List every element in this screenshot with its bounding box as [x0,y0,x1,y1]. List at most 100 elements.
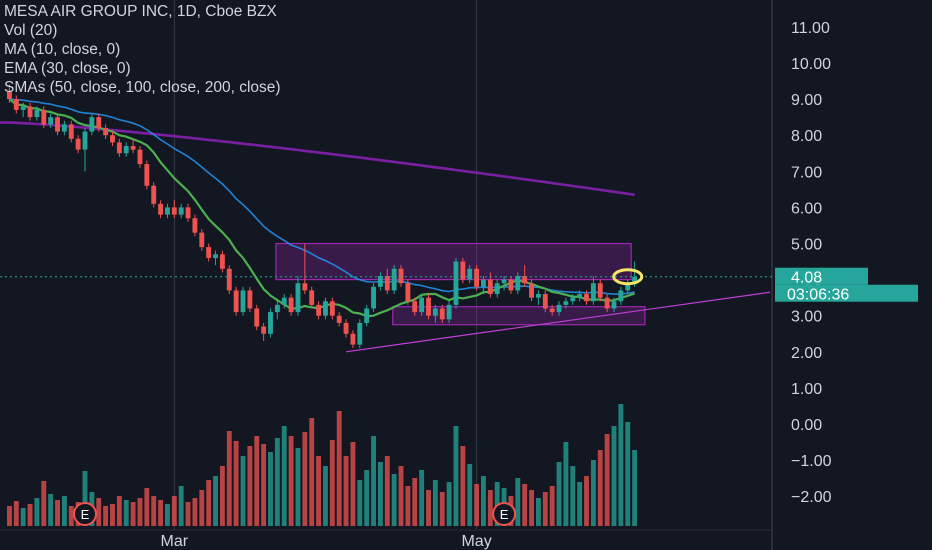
candle-body [206,247,212,258]
candle-body [350,333,356,345]
candle-body [590,283,596,302]
volume-bar [171,496,177,526]
countdown-label: 03:06:36 [787,287,849,304]
volume-bar [474,484,480,526]
candle-body [240,290,246,313]
candle-body [185,207,191,219]
time-axis[interactable]: Mar May [161,533,492,550]
candle-body [446,304,452,320]
volume-bar [226,431,232,526]
volume-bar [123,500,129,526]
candle-body [34,109,40,118]
ema-indicator-label[interactable]: EMA (30, close, 0) [4,60,131,77]
candle-body [343,322,349,334]
volume-bar [7,506,12,526]
volume-bar [343,456,349,526]
sma-indicator-label[interactable]: SMAs (50, close, 100, close, 200, close) [4,79,281,96]
candle-body [192,218,198,233]
candle-body [13,99,19,110]
volume-bar [206,480,212,526]
volume-bar [158,500,164,526]
volume-bar [535,498,541,526]
candle-body [432,308,438,316]
candle-body [75,138,81,150]
candle-body [515,275,521,291]
candle-body [302,283,308,291]
candle-body [597,283,603,298]
candle-body [570,297,576,302]
candle-body [357,322,363,345]
ma-indicator-label[interactable]: MA (10, close, 0) [4,41,121,58]
volume-bar [494,482,500,526]
volume-bar [460,446,466,526]
volume-bar [412,478,418,526]
volume-bar [55,500,60,526]
volume-bar [336,411,342,526]
price-axis-tick: −1.00 [791,453,832,470]
price-axis[interactable]: 11.0010.009.008.007.006.005.004.003.002.… [773,0,932,550]
price-axis-tick: 10.00 [791,56,831,73]
price-axis-tick: 3.00 [791,309,822,326]
candle-body [412,301,418,313]
candle-body [82,131,88,150]
candle-body [68,124,74,139]
candles[interactable] [7,84,638,349]
candle-body [226,268,232,291]
candle-body [261,326,267,334]
candle-body [384,275,390,291]
volume-bar [563,442,569,526]
time-axis-tick: May [461,533,491,550]
candle-body [522,275,528,284]
volume-bar [439,492,445,526]
volume-bar [632,450,638,526]
candle-body [542,294,548,309]
candle-body [89,117,95,132]
volume-bar [165,504,170,526]
volume-bar [556,462,562,526]
volume-bar [261,444,267,526]
candle-body [48,117,54,125]
candle-body [611,301,617,309]
earnings-marker: E [73,502,98,526]
candle-body [453,261,459,305]
candle-body [618,290,624,302]
volume-bar [542,492,548,526]
volume-bar [144,488,150,526]
volume-indicator-label[interactable]: Vol (20) [4,22,58,39]
price-axis-tick: 9.00 [791,92,822,109]
symbol-title[interactable]: MESA AIR GROUP INC, 1D, Cboe BZX [4,3,277,20]
volume-bar [110,504,115,526]
volume-bar [529,490,534,526]
volume-bar [240,456,246,526]
volume-bar [515,478,521,526]
candle-body [625,283,631,291]
volume-bar [549,486,555,526]
candle-body [219,254,225,269]
volume-bar [377,462,383,526]
candle-body [487,279,493,295]
volume-bar [96,498,102,526]
volume-bar [329,440,335,526]
volume-bar [151,496,157,526]
candle-body [110,135,115,143]
earnings-circle [492,502,517,526]
volume-bar [357,480,363,526]
current-price-label-bg [775,267,868,285]
candle-body [377,275,383,287]
candle-body [281,297,287,305]
volume-bar [384,456,390,526]
price-axis-tick: −2.00 [791,489,832,506]
earnings-marker: E [492,502,517,526]
candle-body [295,283,301,313]
volume-bar [268,452,273,526]
volume-bar [116,496,122,526]
volume-bar [199,490,205,526]
candle-body [247,290,253,309]
candle-body [419,297,425,313]
volume-bar [247,446,253,526]
candle-body [563,301,569,305]
candle-body [158,203,164,215]
earnings-label: E [500,507,509,522]
